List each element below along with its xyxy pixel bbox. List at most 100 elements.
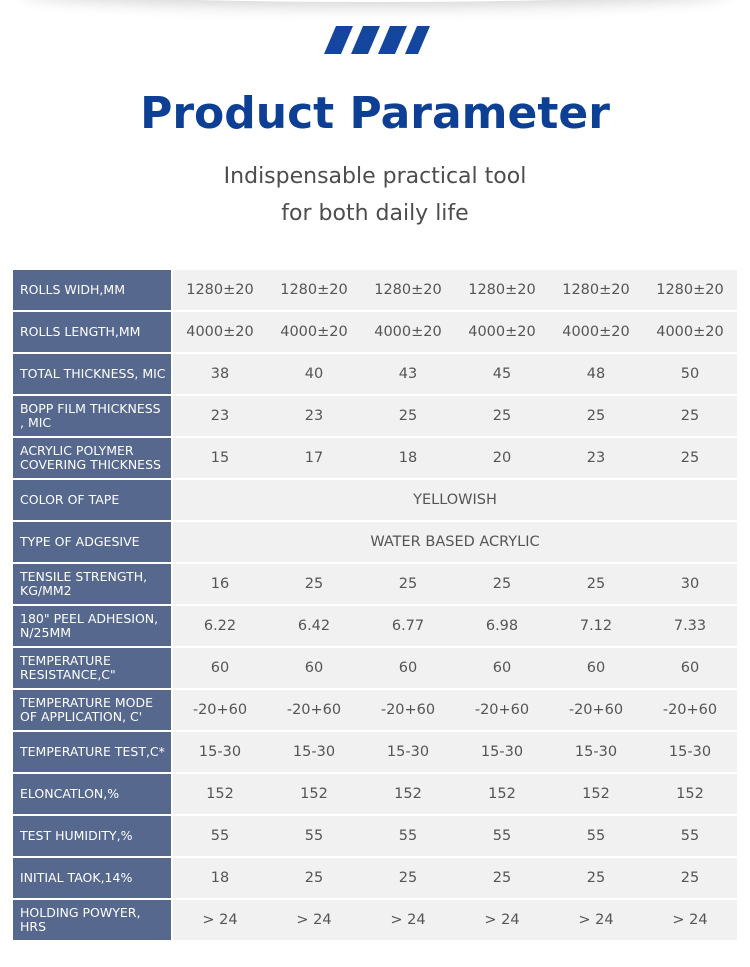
value-cell: -20+60 bbox=[173, 690, 267, 730]
value-cell: 15 bbox=[173, 438, 267, 478]
value-cell: 25 bbox=[361, 858, 455, 898]
value-cell: -20+60 bbox=[361, 690, 455, 730]
value-cell: 15-30 bbox=[455, 732, 549, 772]
value-cell: 4000±20 bbox=[361, 312, 455, 352]
value-cell: 55 bbox=[361, 816, 455, 856]
value-cell: > 24 bbox=[643, 900, 737, 940]
value-cell: 60 bbox=[643, 648, 737, 688]
value-cell: 25 bbox=[361, 396, 455, 436]
value-cell: 18 bbox=[173, 858, 267, 898]
value-cell: 152 bbox=[549, 774, 643, 814]
value-cell: 17 bbox=[267, 438, 361, 478]
row-label: TEMPERATURE MODE OF APPLICATION, C' bbox=[13, 690, 173, 730]
value-cell: 152 bbox=[361, 774, 455, 814]
value-cell: 15-30 bbox=[549, 732, 643, 772]
row-label: 180" PEEL ADHESION, N/25MM bbox=[13, 606, 173, 646]
parameter-table-body: ROLLS WIDH,MM 1280±20 1280±20 1280±20 1280±2… bbox=[13, 270, 737, 940]
row-label: TYPE OF ADGESIVE bbox=[13, 522, 173, 562]
value-cell: 25 bbox=[267, 858, 361, 898]
value-cell: 23 bbox=[267, 396, 361, 436]
value-cell: 55 bbox=[643, 816, 737, 856]
value-cell: > 24 bbox=[455, 900, 549, 940]
table-row: ROLLS WIDH,MM 1280±20 1280±20 1280±20 1280±2… bbox=[13, 270, 737, 310]
value-cell: 6.22 bbox=[173, 606, 267, 646]
value-cell: 25 bbox=[549, 564, 643, 604]
row-label: HOLDING POWYER, HRS bbox=[13, 900, 173, 940]
value-cell: > 24 bbox=[173, 900, 267, 940]
value-cell: 7.33 bbox=[643, 606, 737, 646]
table-row: TEMPERATURE TEST,C* 15-30 15-30 15-30 15-30 1… bbox=[13, 732, 737, 772]
value-cell: 55 bbox=[549, 816, 643, 856]
value-cell: -20+60 bbox=[549, 690, 643, 730]
value-cell: 15-30 bbox=[361, 732, 455, 772]
value-cell: 25 bbox=[267, 564, 361, 604]
value-cell: 25 bbox=[643, 396, 737, 436]
value-cell: 38 bbox=[173, 354, 267, 394]
page-title: Product Parameter bbox=[140, 88, 610, 139]
table-row: 180" PEEL ADHESION, N/25MM 6.22 6.42 6.77 6.… bbox=[13, 606, 737, 646]
value-cell: 1280±20 bbox=[267, 270, 361, 310]
value-cell: 60 bbox=[455, 648, 549, 688]
value-cell: 6.98 bbox=[455, 606, 549, 646]
value-cell: 152 bbox=[643, 774, 737, 814]
row-label: ACRYLIC POLYMER COVERING THICKNESS bbox=[13, 438, 173, 478]
subtitle-line-2: for both daily life bbox=[281, 201, 469, 226]
table-row: TENSILE STRENGTH, KG/MM2 16 25 25 25 25 30 bbox=[13, 564, 737, 604]
value-cell: 7.12 bbox=[549, 606, 643, 646]
value-cell: 6.77 bbox=[361, 606, 455, 646]
subtitle-line-1: Indispensable practical tool bbox=[223, 164, 527, 189]
value-cell: 15-30 bbox=[267, 732, 361, 772]
value-cell: -20+60 bbox=[267, 690, 361, 730]
value-cell: 4000±20 bbox=[173, 312, 267, 352]
value-cell: 152 bbox=[173, 774, 267, 814]
stripes-logo-icon bbox=[324, 26, 430, 54]
value-cell: 1280±20 bbox=[549, 270, 643, 310]
table-row: ACRYLIC POLYMER COVERING THICKNESS 15 17 18… bbox=[13, 438, 737, 478]
value-cell: -20+60 bbox=[455, 690, 549, 730]
value-cell: 48 bbox=[549, 354, 643, 394]
value-cell: 15-30 bbox=[643, 732, 737, 772]
value-cell: 55 bbox=[267, 816, 361, 856]
value-cell: 4000±20 bbox=[455, 312, 549, 352]
row-label: ROLLS WIDH,MM bbox=[13, 270, 173, 310]
value-cell: 16 bbox=[173, 564, 267, 604]
row-label: TEMPERATURE RESISTANCE,C" bbox=[13, 648, 173, 688]
value-cell: -20+60 bbox=[643, 690, 737, 730]
table-row: TEMPERATURE RESISTANCE,C" 60 60 60 60 60 60 bbox=[13, 648, 737, 688]
value-cell: 50 bbox=[643, 354, 737, 394]
value-cell: 25 bbox=[549, 396, 643, 436]
value-cell: 60 bbox=[549, 648, 643, 688]
value-cell: 43 bbox=[361, 354, 455, 394]
value-cell: > 24 bbox=[361, 900, 455, 940]
table-row: COLOR OF TAPE YELLOWISH bbox=[13, 480, 737, 520]
value-cell: 6.42 bbox=[267, 606, 361, 646]
value-cell: 25 bbox=[455, 396, 549, 436]
table-row: BOPP FILM THICKNESS , MIC 23 23 25 25 25 25 bbox=[13, 396, 737, 436]
row-label: TEMPERATURE TEST,C* bbox=[13, 732, 173, 772]
row-label: INITIAL TAOK,14% bbox=[13, 858, 173, 898]
table-row: INITIAL TAOK,14% 18 25 25 25 25 25 bbox=[13, 858, 737, 898]
top-shadow bbox=[20, 0, 730, 2]
merged-value-cell: WATER BASED ACRYLIC bbox=[173, 522, 737, 562]
table-row: TYPE OF ADGESIVE WATER BASED ACRYLIC bbox=[13, 522, 737, 562]
row-label: TEST HUMIDITY,% bbox=[13, 816, 173, 856]
row-label: COLOR OF TAPE bbox=[13, 480, 173, 520]
value-cell: 23 bbox=[549, 438, 643, 478]
value-cell: 23 bbox=[173, 396, 267, 436]
value-cell: 152 bbox=[267, 774, 361, 814]
parameter-table: ROLLS WIDH,MM 1280±20 1280±20 1280±20 1280±2… bbox=[13, 268, 737, 942]
value-cell: 55 bbox=[455, 816, 549, 856]
table-row: ELONCATLON,% 152 152 152 152 152 152 bbox=[13, 774, 737, 814]
value-cell: 1280±20 bbox=[455, 270, 549, 310]
value-cell: 1280±20 bbox=[173, 270, 267, 310]
row-label: BOPP FILM THICKNESS , MIC bbox=[13, 396, 173, 436]
value-cell: 25 bbox=[455, 858, 549, 898]
table-row: TEST HUMIDITY,% 55 55 55 55 55 55 bbox=[13, 816, 737, 856]
table-row: TOTAL THICKNESS, MIC 38 40 43 45 48 50 bbox=[13, 354, 737, 394]
table-row: HOLDING POWYER, HRS > 24 > 24 > 24 > 24 > 24 >… bbox=[13, 900, 737, 940]
row-label: ELONCATLON,% bbox=[13, 774, 173, 814]
value-cell: 4000±20 bbox=[643, 312, 737, 352]
value-cell: 60 bbox=[361, 648, 455, 688]
value-cell: 25 bbox=[455, 564, 549, 604]
value-cell: > 24 bbox=[549, 900, 643, 940]
